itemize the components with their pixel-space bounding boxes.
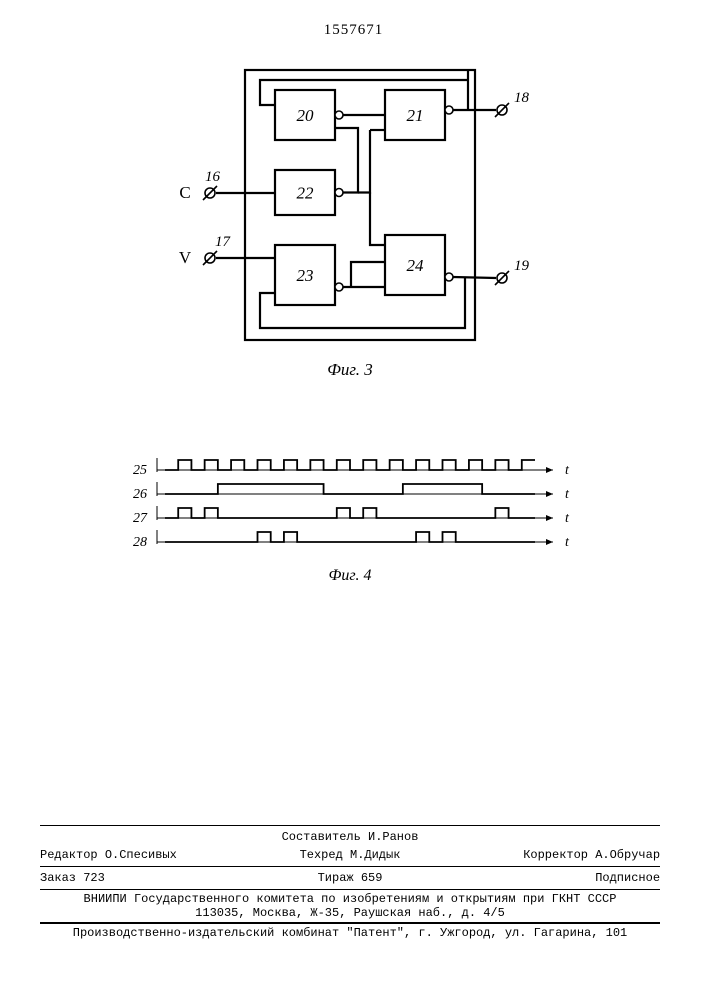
svg-text:t: t <box>565 535 570 550</box>
svg-text:t: t <box>565 511 570 526</box>
circuit-diagram: 20 21 22 23 24 18 16 C 17 V 19 Фиг. 3 <box>150 60 550 390</box>
order-number: 723 <box>83 871 105 885</box>
svg-text:C: C <box>179 183 190 202</box>
corrector-name: А.Обручар <box>595 848 660 862</box>
svg-text:28: 28 <box>133 535 147 550</box>
document-number: 1557671 <box>0 22 707 39</box>
svg-text:24: 24 <box>407 256 425 275</box>
patent-page: 1557671 20 21 22 23 24 18 16 C 17 V 19 Фиг. 3 25 t 26… <box>0 0 707 1000</box>
svg-text:26: 26 <box>133 487 147 502</box>
editor-label: Редактор <box>40 848 98 862</box>
svg-text:25: 25 <box>133 463 147 478</box>
svg-text:t: t <box>565 487 570 502</box>
figure-3: 20 21 22 23 24 18 16 C 17 V 19 Фиг. 3 <box>150 60 550 390</box>
svg-text:21: 21 <box>407 106 424 125</box>
order-label: Заказ <box>40 871 76 885</box>
composer-label: Составитель <box>282 830 361 844</box>
composer-name: И.Ранов <box>368 830 418 844</box>
circulation-number: 659 <box>361 871 383 885</box>
svg-text:18: 18 <box>514 90 530 106</box>
svg-text:23: 23 <box>297 266 314 285</box>
printer-line: Производственно-издательский комбинат "П… <box>40 926 660 940</box>
timing-diagram: 25 t 26 t 27 t 28 t Фиг. 4 <box>120 450 580 600</box>
corrector-label: Корректор <box>523 848 588 862</box>
address-line: 113035, Москва, Ж-35, Раушская наб., д. … <box>40 906 660 920</box>
svg-text:27: 27 <box>133 511 148 526</box>
svg-text:Фиг. 4: Фиг. 4 <box>329 567 372 584</box>
circulation-label: Тираж <box>318 871 354 885</box>
techred-label: Техред <box>300 848 343 862</box>
svg-text:20: 20 <box>297 106 315 125</box>
svg-text:16: 16 <box>205 169 221 185</box>
subscription: Подписное <box>595 871 660 885</box>
svg-text:22: 22 <box>297 184 315 203</box>
techred-name: М.Дидык <box>350 848 400 862</box>
svg-text:19: 19 <box>514 258 530 274</box>
svg-text:17: 17 <box>215 234 232 250</box>
editor-name: О.Спесивых <box>105 848 177 862</box>
svg-text:Фиг. 3: Фиг. 3 <box>327 360 373 379</box>
svg-text:t: t <box>565 463 570 478</box>
svg-text:V: V <box>179 248 192 267</box>
colophon: Составитель И.Ранов Редактор О.Спесивых … <box>40 823 660 940</box>
figure-4: 25 t 26 t 27 t 28 t Фиг. 4 <box>120 450 580 600</box>
org-line: ВНИИПИ Государственного комитета по изоб… <box>40 892 660 906</box>
